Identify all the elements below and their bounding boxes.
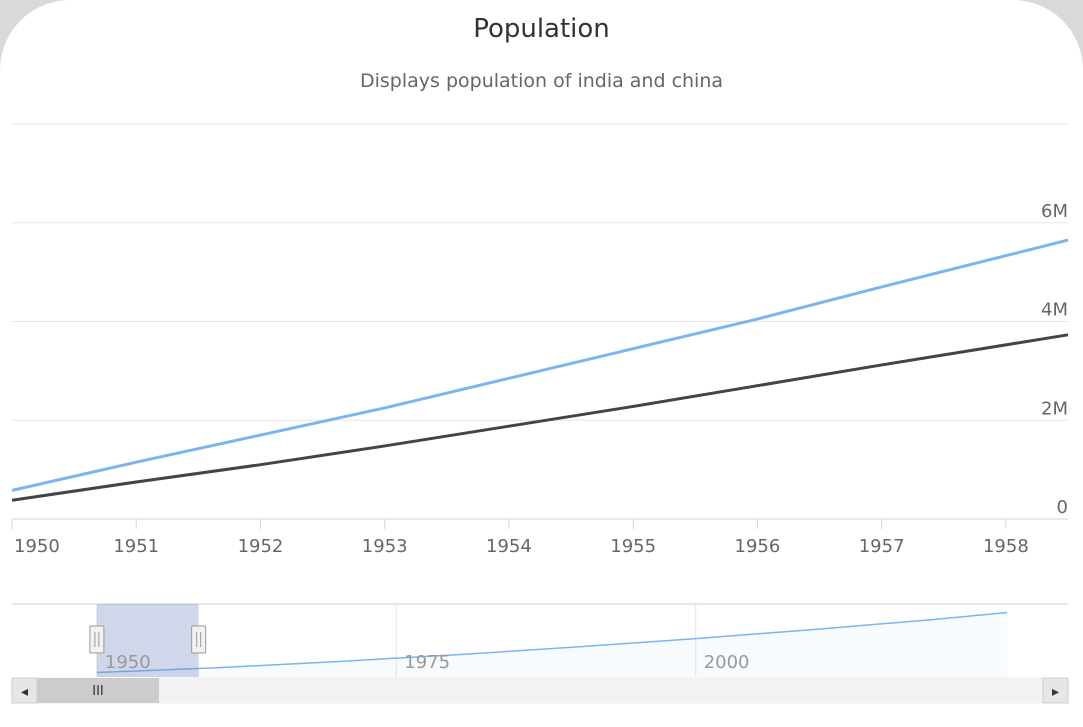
x-tick-label: 1958 xyxy=(983,536,1029,557)
navigator-handle-left[interactable] xyxy=(89,625,105,654)
navigator-tick-label: 1975 xyxy=(404,652,450,673)
y-tick-label: 4M xyxy=(1041,300,1068,321)
navigator-series-line xyxy=(96,611,1008,674)
x-tick-label: 1957 xyxy=(859,536,905,557)
series-line-2 xyxy=(11,333,1069,502)
navigator-selection[interactable] xyxy=(96,604,199,677)
scroll-left-button[interactable] xyxy=(11,677,38,704)
y-tick-label: 2M xyxy=(1041,398,1068,419)
y-tick-label: 6M xyxy=(1041,201,1068,222)
handle-box[interactable] xyxy=(191,625,207,654)
series-line-1 xyxy=(11,238,1069,492)
scroll-left-arrow-icon: ◂ xyxy=(21,684,28,700)
x-tick-label: 1954 xyxy=(486,536,532,557)
scroll-right-arrow-icon: ▸ xyxy=(1052,684,1059,700)
handle-box[interactable] xyxy=(89,625,105,654)
x-tick-label: 1952 xyxy=(238,536,284,557)
x-tick-label: 1951 xyxy=(113,536,159,557)
grid-lines xyxy=(12,123,1068,421)
x-tick-label: 1955 xyxy=(610,536,656,557)
scroll-right-button[interactable] xyxy=(1042,677,1069,704)
y-tick-label: 0 xyxy=(1057,497,1068,518)
series-group xyxy=(11,238,1069,502)
scrollbar-thumb[interactable] xyxy=(37,678,159,703)
x-tick-label: 1950 xyxy=(14,536,60,557)
navigator[interactable]: 1950 1975 2000 xyxy=(12,603,1068,677)
navigator-tick-label: 1950 xyxy=(105,652,151,673)
scrollbar-track[interactable] xyxy=(11,677,1069,704)
chart-subtitle: Displays population of india and china xyxy=(359,70,724,92)
scrollbar-grip-icon: III xyxy=(92,684,104,699)
navigator-tick-label: 2000 xyxy=(704,652,750,673)
chart-title: Population xyxy=(473,14,610,44)
scrollbar[interactable]: ◂ III ▸ xyxy=(11,677,1069,704)
y-axis: 0 2M 4M 6M xyxy=(1041,201,1068,518)
navigator-area xyxy=(96,612,1008,677)
navigator-handle-right[interactable] xyxy=(191,625,207,654)
x-tick-label: 1953 xyxy=(362,536,408,557)
x-tick-label: 1956 xyxy=(735,536,781,557)
x-axis: 1950 1951 1952 1953 1954 1955 1956 1957 1958 xyxy=(11,518,1068,557)
